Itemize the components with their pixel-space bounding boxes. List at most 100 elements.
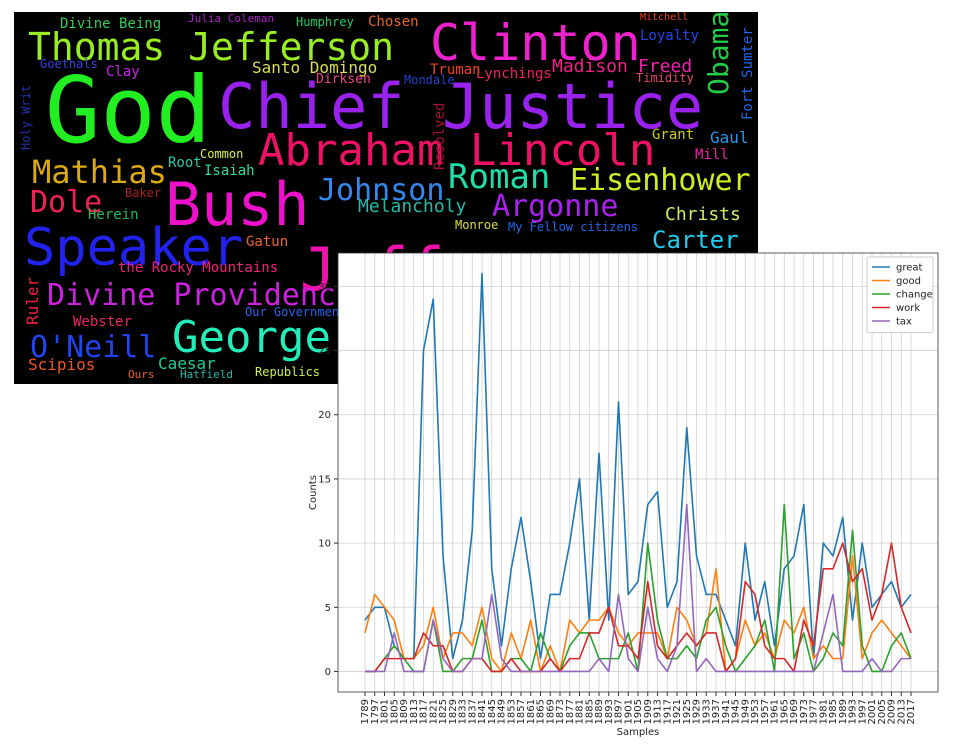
line-series xyxy=(365,503,911,673)
x-tick-label: 1885 xyxy=(584,699,595,724)
x-tick-label: 1873 xyxy=(555,699,566,724)
word: Mill xyxy=(695,147,729,163)
word: Our Government xyxy=(245,305,346,319)
x-tick-label: 1829 xyxy=(448,699,459,724)
word: Truman xyxy=(430,62,481,78)
x-tick-label: 1917 xyxy=(662,699,673,724)
x-tick-label: 1813 xyxy=(409,699,420,724)
word: Santo Domingo xyxy=(252,58,377,77)
x-tick-label: 1953 xyxy=(750,699,761,724)
x-tick-label: 1889 xyxy=(594,699,605,724)
legend-label: work xyxy=(896,303,920,314)
x-tick-label: 1997 xyxy=(857,699,868,724)
word: Mondale xyxy=(404,73,455,87)
x-tick-label: 1825 xyxy=(438,699,449,724)
x-tick-label: 1933 xyxy=(701,699,712,724)
word: Republics xyxy=(255,365,320,379)
x-tick-label: 1985 xyxy=(828,699,839,724)
legend-label: good xyxy=(896,276,921,287)
word: God xyxy=(45,57,211,164)
x-tick-label: 2005 xyxy=(877,699,888,724)
x-tick-label: 1845 xyxy=(487,699,498,724)
plot-frame xyxy=(337,252,939,693)
x-tick-label: 1789 xyxy=(360,699,371,724)
x-tick-label: 1949 xyxy=(740,699,751,724)
x-axis-label: Samples xyxy=(617,727,660,738)
word: Gaul xyxy=(710,128,749,147)
word: Obama xyxy=(702,11,735,95)
x-tick-label: 1929 xyxy=(692,699,703,724)
word: Root xyxy=(168,155,202,171)
y-tick-label: 5 xyxy=(325,603,331,614)
line-series xyxy=(364,555,912,673)
x-tick-label: 1797 xyxy=(370,699,381,724)
x-tick-label: 1881 xyxy=(575,699,586,724)
word: Clinton xyxy=(430,14,641,72)
x-tick-label: 1945 xyxy=(731,699,742,724)
x-tick-label: 1925 xyxy=(682,699,693,724)
word: Dirksen xyxy=(316,72,371,87)
legend-label: tax xyxy=(896,317,912,328)
word: Holy Writ xyxy=(19,85,33,150)
x-tick-label: 1981 xyxy=(818,699,829,724)
word: Hatfield xyxy=(180,368,233,381)
x-tick-label: 1993 xyxy=(848,699,859,724)
word: Goethals xyxy=(40,57,98,71)
word: Loyalty xyxy=(640,28,699,44)
x-tick-label: 1821 xyxy=(428,699,439,724)
word: Thomas Jefferson xyxy=(28,25,394,69)
word: Webster xyxy=(73,314,132,330)
word: George xyxy=(172,312,331,363)
x-tick-label: 1865 xyxy=(536,699,547,724)
line-chart: 1789179718011805180918131817182118251829… xyxy=(308,252,939,738)
word: Ruler xyxy=(23,276,42,325)
x-tick-label: 1921 xyxy=(672,699,683,724)
y-tick-label: 0 xyxy=(325,667,331,678)
x-tick-label: 1805 xyxy=(389,699,400,724)
word: Julia Coleman xyxy=(188,12,274,25)
x-tick-label: 1869 xyxy=(545,699,556,724)
x-tick-label: 1841 xyxy=(477,699,488,724)
word: My Fellow citizens xyxy=(508,220,638,234)
word: Melancholy xyxy=(358,196,467,217)
x-tick-label: 1833 xyxy=(458,699,469,724)
x-tick-label: 1809 xyxy=(399,699,410,724)
y-tick-label: 25 xyxy=(318,346,331,357)
word: Baker xyxy=(125,186,161,200)
x-tick-label: 1941 xyxy=(721,699,732,724)
x-tick-label: 1905 xyxy=(633,699,644,724)
x-tick-label: 1849 xyxy=(497,699,508,724)
x-tick-label: 2001 xyxy=(867,699,878,724)
x-tick-label: 1893 xyxy=(604,699,615,724)
word: Madison xyxy=(552,56,628,77)
word: Carter xyxy=(652,226,739,254)
x-tick-label: 1913 xyxy=(653,699,664,724)
word: Resolved xyxy=(432,103,448,170)
word: Divine Being xyxy=(60,16,161,32)
word: Bush xyxy=(165,170,310,240)
legend-label: change xyxy=(896,290,933,301)
word: Mitchell xyxy=(640,12,688,23)
x-tick-label: 1861 xyxy=(526,699,537,724)
x-tick-label: 2013 xyxy=(896,699,907,724)
x-tick-label: 2017 xyxy=(906,699,917,724)
word: Speaker xyxy=(24,218,243,278)
word: Roman xyxy=(448,157,550,197)
word: Freed xyxy=(638,56,692,77)
word: Chief Justice xyxy=(218,70,703,143)
word: Argonne xyxy=(492,189,618,224)
y-axis-label: Counts xyxy=(308,475,319,510)
word: Abraham Lincoln xyxy=(258,125,655,176)
word: Gatun xyxy=(246,234,288,250)
word: Eisenhower xyxy=(570,163,751,198)
y-tick-label: 10 xyxy=(318,539,331,550)
word: Timidity xyxy=(636,71,694,85)
word: Chosen xyxy=(368,14,419,30)
x-tick-label: 1965 xyxy=(779,699,790,724)
y-tick-label: 15 xyxy=(318,474,331,485)
y-tick-label: 30 xyxy=(318,282,331,293)
word: the Rocky Mountains xyxy=(118,260,278,276)
word: Scipios xyxy=(28,355,95,374)
word: Mathias xyxy=(32,153,167,191)
